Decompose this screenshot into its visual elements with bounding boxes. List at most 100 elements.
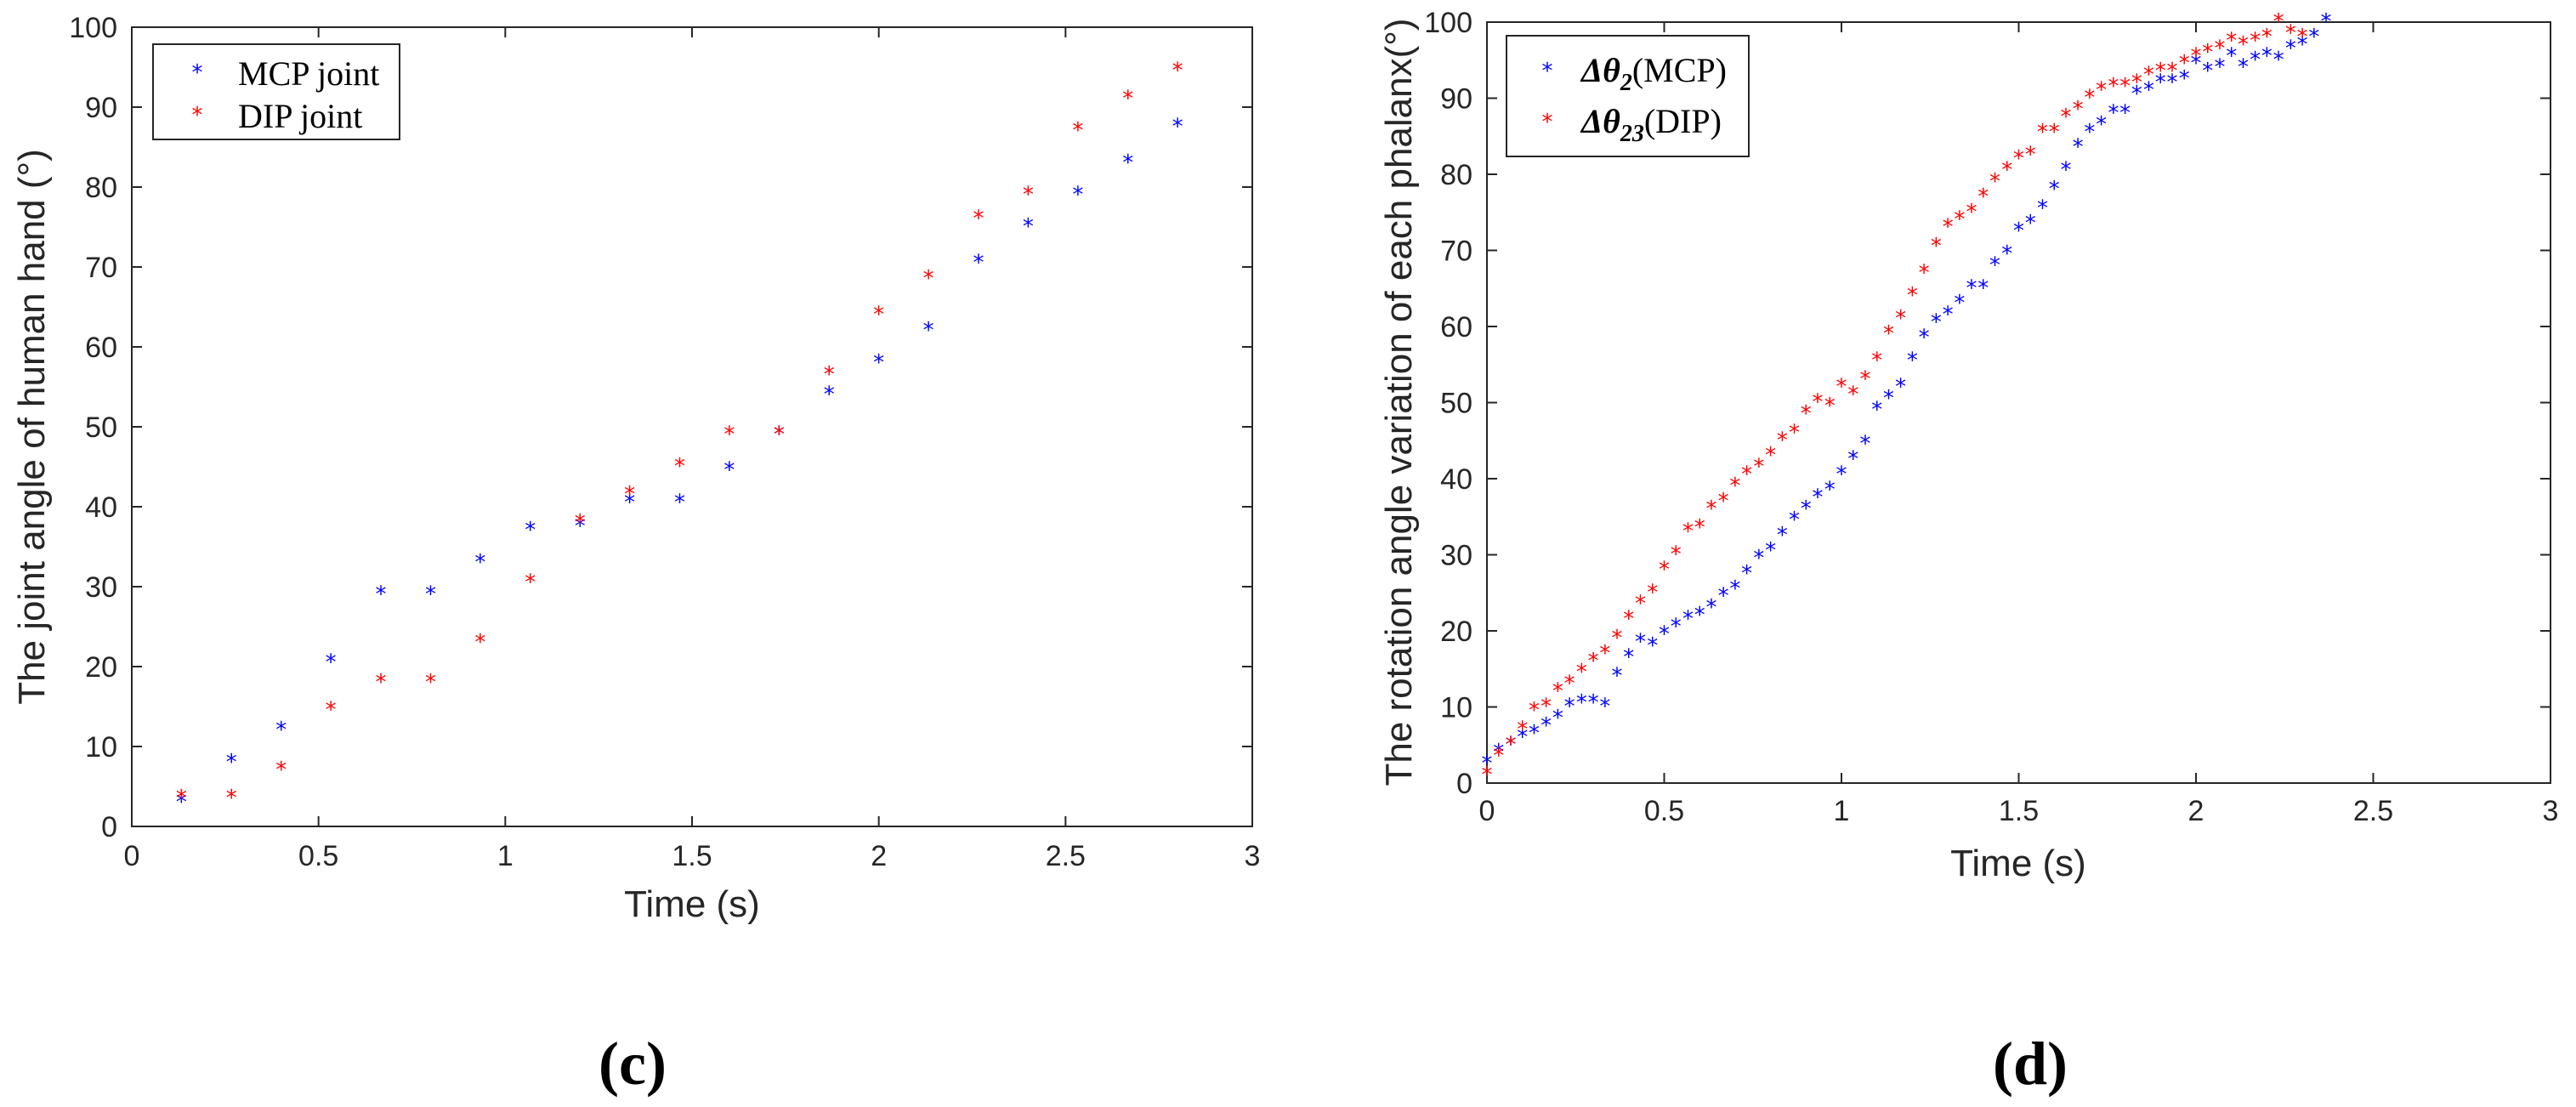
data-point-mcp: * xyxy=(2202,59,2213,84)
panel-label-d: (d) xyxy=(1993,1030,2068,1098)
data-point-dip: * xyxy=(1813,390,1824,416)
data-point-dip: * xyxy=(1705,497,1716,522)
data-point-mcp: * xyxy=(1576,690,1587,716)
data-point-dip: * xyxy=(1847,383,1858,408)
data-point-dip: * xyxy=(1777,428,1788,453)
data-markers: ****************************************… xyxy=(1482,9,2332,788)
data-point-dip: * xyxy=(2001,158,2012,184)
data-point-dip: * xyxy=(2155,59,2166,84)
data-point-mcp: * xyxy=(1943,303,1954,328)
data-point-mcp: * xyxy=(973,250,984,275)
data-point-dip: * xyxy=(2261,25,2272,50)
y-tick-label: 0 xyxy=(101,811,117,843)
data-point-dip: * xyxy=(2214,36,2225,61)
data-point-mcp: * xyxy=(2025,211,2036,236)
data-point-dip: * xyxy=(973,207,984,232)
data-point-mcp: * xyxy=(1919,325,1930,350)
data-point-mcp: * xyxy=(624,490,635,515)
data-point-mcp: * xyxy=(2273,48,2284,73)
data-point-dip: * xyxy=(1694,515,1705,541)
data-point-mcp: * xyxy=(2179,66,2190,92)
legend-label-mcp: MCP joint xyxy=(238,54,379,93)
data-point-mcp: * xyxy=(1836,463,1847,488)
y-tick-label: 20 xyxy=(85,651,117,684)
x-tick-label: 2 xyxy=(871,840,887,872)
data-point-mcp: * xyxy=(1777,523,1788,548)
data-point-mcp: * xyxy=(1871,397,1882,423)
data-point-mcp: * xyxy=(575,514,586,540)
data-point-mcp: * xyxy=(1741,561,1752,587)
data-point-dip: * xyxy=(2202,40,2213,65)
data-point-dip: * xyxy=(1023,182,1034,207)
data-point-dip: * xyxy=(674,454,685,480)
data-point-mcp: * xyxy=(723,458,735,484)
data-point-dip: * xyxy=(2096,78,2107,104)
data-point-mcp: * xyxy=(1931,310,1942,336)
data-point-mcp: * xyxy=(1682,607,1694,633)
y-tick-label: 90 xyxy=(1440,83,1472,116)
data-point-dip: * xyxy=(1647,580,1658,605)
data-point-mcp: * xyxy=(1659,622,1670,647)
data-point-mcp: * xyxy=(774,422,785,447)
legend-marker-mcp: * xyxy=(192,60,203,86)
data-point-dip: * xyxy=(2084,86,2095,111)
x-tick-label: 2.5 xyxy=(1046,840,1086,872)
data-point-dip: * xyxy=(176,786,187,811)
legend: * MCP joint * DIP joint xyxy=(152,43,400,140)
data-point-mcp: * xyxy=(1694,603,1705,628)
y-axis-label: The rotation angle variation of each pha… xyxy=(1378,18,1420,786)
data-point-mcp: * xyxy=(1765,538,1776,564)
plot-area-frame xyxy=(131,26,1253,827)
data-point-mcp: * xyxy=(376,582,387,607)
data-point-mcp: * xyxy=(2037,196,2048,221)
data-point-mcp: * xyxy=(1954,291,1965,316)
x-tick-label: 0.5 xyxy=(1644,795,1684,827)
y-tick-label: 40 xyxy=(85,491,117,524)
data-point-dip: * xyxy=(1966,200,1977,225)
data-point-mcp: * xyxy=(2001,241,2012,267)
x-tick-label: 2.5 xyxy=(2353,795,2393,827)
y-tick-label: 80 xyxy=(1440,159,1472,191)
data-point-mcp: * xyxy=(1564,695,1575,720)
y-tick-label: 40 xyxy=(1440,463,1472,496)
data-point-mcp: * xyxy=(1122,150,1133,176)
data-point-dip: * xyxy=(376,670,387,695)
data-point-dip: * xyxy=(1599,641,1610,667)
data-point-mcp: * xyxy=(1647,633,1658,659)
data-point-mcp: * xyxy=(1847,447,1858,473)
data-point-dip: * xyxy=(1729,474,1740,499)
x-tick-label: 1 xyxy=(1834,795,1850,827)
data-point-dip: * xyxy=(575,510,586,536)
data-point-mcp: * xyxy=(1705,595,1716,621)
data-point-mcp: * xyxy=(1540,713,1552,739)
data-point-dip: * xyxy=(1564,672,1575,697)
data-point-dip: * xyxy=(2013,146,2024,172)
data-point-dip: * xyxy=(1989,169,2000,195)
data-point-mcp: * xyxy=(2096,112,2107,138)
y-tick-label: 10 xyxy=(1440,692,1472,724)
data-point-mcp: * xyxy=(2013,219,2024,244)
data-point-mcp: * xyxy=(1718,584,1729,610)
data-point-mcp: * xyxy=(1859,432,1870,457)
data-point-mcp: * xyxy=(1072,182,1083,207)
data-point-dip: * xyxy=(2191,43,2202,69)
data-point-dip: * xyxy=(1801,401,1812,427)
data-point-dip: * xyxy=(873,302,884,327)
data-point-mcp: * xyxy=(1729,576,1740,602)
x-tick-label: 0 xyxy=(1479,795,1495,827)
data-point-mcp: * xyxy=(2060,158,2071,184)
data-point-mcp: * xyxy=(1671,615,1682,640)
y-tick-label: 70 xyxy=(1440,236,1472,268)
data-point-dip: * xyxy=(1718,489,1729,514)
data-point-dip: * xyxy=(1741,463,1752,488)
data-point-mcp: * xyxy=(1907,348,1918,373)
data-point-dip: * xyxy=(1954,207,1965,233)
data-point-dip: * xyxy=(2060,105,2071,130)
data-point-mcp: * xyxy=(2155,71,2166,96)
data-point-mcp: * xyxy=(2297,32,2308,58)
data-point-mcp: * xyxy=(2049,177,2060,202)
data-point-dip: * xyxy=(774,422,785,447)
data-point-mcp: * xyxy=(1977,275,1989,301)
